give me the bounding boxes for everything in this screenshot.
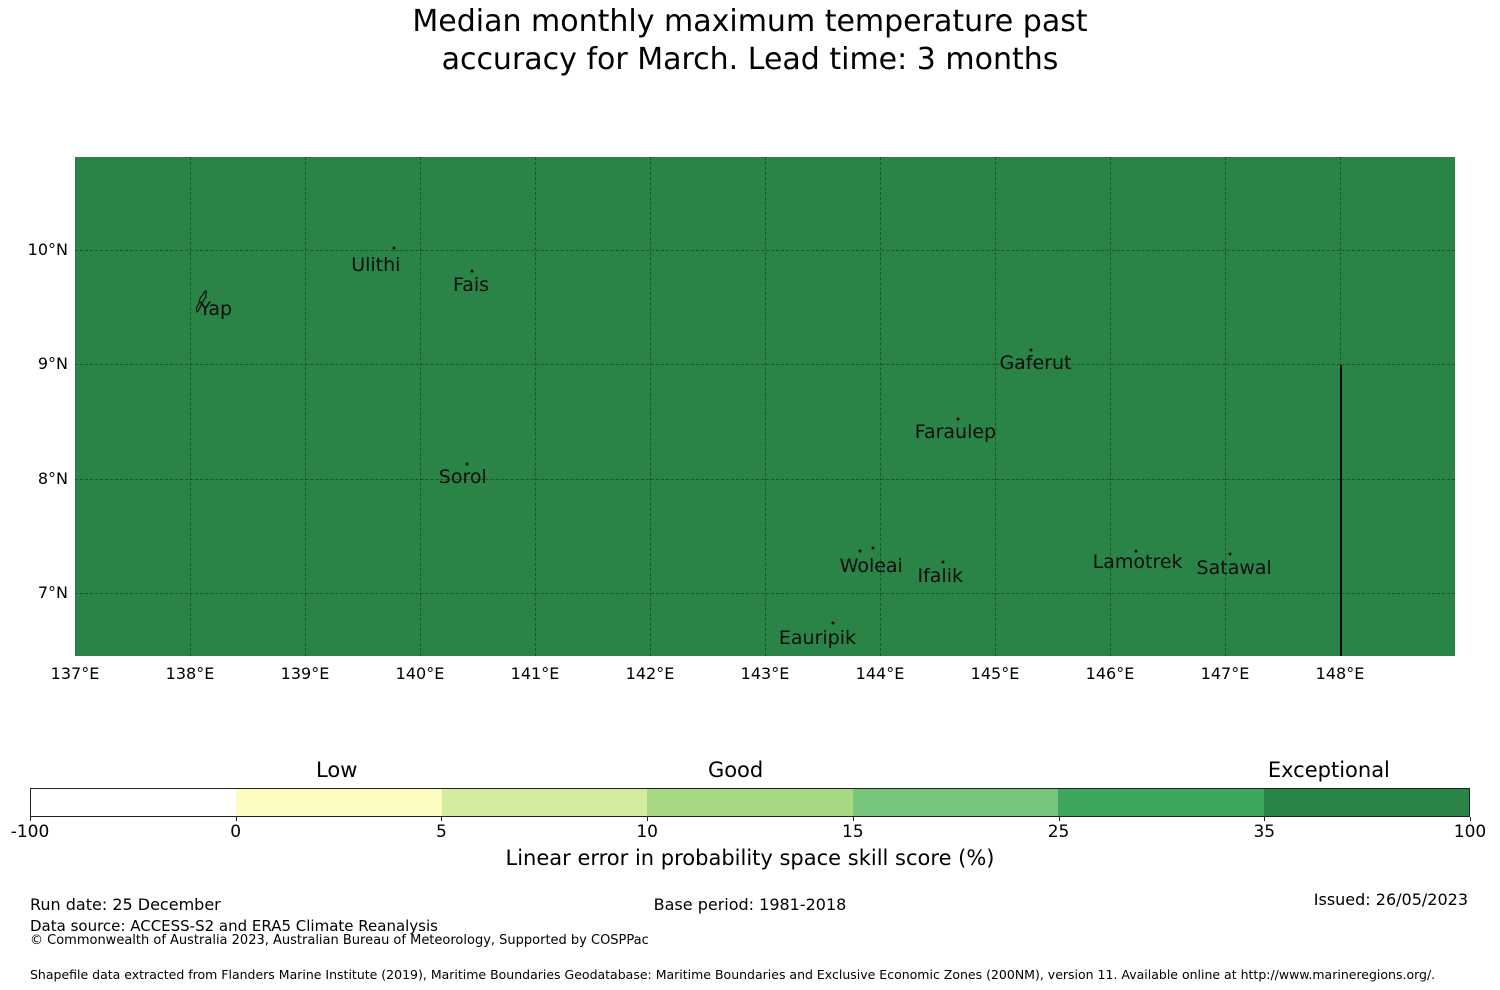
colorbar-tickmark bbox=[1264, 817, 1266, 821]
base-period-text: Base period: 1981-2018 bbox=[653, 895, 847, 914]
data-source-text: Data source: ACCESS-S2 and ERA5 Climate … bbox=[30, 917, 438, 935]
island-marker-eauripik bbox=[831, 621, 835, 625]
colorbar-tick-label: 35 bbox=[1253, 822, 1276, 842]
y-tick-label: 10°N bbox=[27, 240, 68, 259]
colorbar bbox=[30, 788, 1470, 817]
colorbar-tick-label: 5 bbox=[436, 822, 447, 842]
island-marker-woleai bbox=[871, 546, 875, 550]
x-tick-label: 139°E bbox=[280, 664, 330, 683]
title-line-1: Median monthly maximum temperature past bbox=[412, 4, 1088, 39]
gridline-vertical bbox=[995, 157, 996, 656]
run-date-text: Run date: 25 December bbox=[30, 895, 221, 914]
x-tick-label: 147°E bbox=[1200, 664, 1250, 683]
x-axis: 137°E 138°E 139°E 140°E 141°E 142°E 143°E 144°E… bbox=[51, 663, 1455, 687]
colorbar-tickmark bbox=[441, 817, 443, 821]
colorbar-label: Linear error in probability space skill … bbox=[505, 846, 995, 870]
island-label-eauripik: Eauripik bbox=[778, 627, 856, 650]
y-tick-label: 7°N bbox=[37, 583, 68, 603]
gridline-vertical bbox=[879, 157, 881, 656]
y-tick-label: 8°N bbox=[37, 469, 68, 488]
x-tick-label: 138°E bbox=[165, 664, 215, 683]
colorbar-segment-3 bbox=[647, 789, 853, 816]
colorbar-tickmark bbox=[1470, 817, 1471, 821]
gridline-vertical bbox=[1110, 157, 1111, 656]
colorbar-category-exceptional: Exceptional bbox=[1267, 758, 1390, 782]
x-tick-label: 143°E bbox=[740, 664, 790, 683]
colorbar-tick-label: 15 bbox=[842, 822, 864, 842]
colorbar-tick-label: -100 bbox=[10, 822, 50, 842]
colorbar-segment-2 bbox=[441, 789, 648, 816]
x-tick-label: 148°E bbox=[1315, 664, 1365, 683]
colorbar-segment-4 bbox=[852, 789, 1059, 816]
x-tick-label: 141°E bbox=[510, 664, 560, 683]
colorbar-tick-label: 100 bbox=[1453, 822, 1487, 842]
island-marker-lamotrek bbox=[1134, 549, 1138, 553]
colorbar-segment-1 bbox=[236, 789, 442, 816]
island-marker-satawal bbox=[1228, 552, 1232, 556]
colorbar-tickmark bbox=[235, 817, 237, 821]
gridline-horizontal bbox=[75, 250, 1455, 251]
y-axis: 10°N 9°N 8°N 7°N bbox=[0, 157, 68, 656]
island-marker-fais bbox=[470, 269, 474, 273]
x-tick-label: 144°E bbox=[855, 664, 905, 683]
gridline-vertical bbox=[1224, 157, 1226, 656]
island-marker-gaferut bbox=[1029, 348, 1033, 352]
island-shape-yap bbox=[194, 289, 212, 314]
title-line-2: accuracy for March. Lead time: 3 months bbox=[441, 42, 1059, 77]
gridline-vertical bbox=[189, 157, 191, 656]
colorbar-categories: Low Good Exceptional bbox=[30, 758, 1470, 785]
island-marker-faraulep bbox=[956, 417, 960, 421]
colorbar-category-good: Good bbox=[707, 758, 764, 782]
island-label-lamotrek: Lamotrek bbox=[1092, 551, 1183, 574]
gridline-vertical bbox=[420, 157, 421, 656]
island-label-ifalik: Ifalik bbox=[917, 565, 964, 588]
colorbar-tickmark bbox=[647, 817, 649, 821]
colorbar-ticks: -100 0 5 10 15 25 35 100 bbox=[11, 817, 1486, 847]
gridline-vertical bbox=[534, 157, 536, 656]
yap-island-outline bbox=[196, 289, 208, 313]
island-label-faraulep: Faraulep bbox=[914, 420, 997, 443]
island-label-woleai: Woleai bbox=[839, 555, 903, 578]
gridline-horizontal bbox=[75, 593, 1455, 595]
y-tick-label: 9°N bbox=[37, 354, 68, 374]
island-marker-sorol bbox=[465, 462, 469, 466]
x-tick-label: 140°E bbox=[395, 664, 445, 683]
gridline-vertical bbox=[650, 157, 651, 656]
gridline-vertical bbox=[765, 157, 766, 656]
island-marker-ulithi bbox=[392, 246, 396, 250]
x-tick-label: 146°E bbox=[1085, 664, 1135, 683]
x-tick-label: 142°E bbox=[625, 664, 675, 683]
colorbar-segment-6 bbox=[1263, 789, 1469, 816]
gridline-horizontal bbox=[75, 364, 1455, 366]
colorbar-segment-0 bbox=[31, 789, 237, 816]
island-label-gaferut: Gaferut bbox=[999, 352, 1072, 375]
copyright-text: © Commonwealth of Australia 2023, Austra… bbox=[30, 933, 649, 948]
island-label-satawal: Satawal bbox=[1196, 557, 1272, 580]
x-tick-label: 145°E bbox=[970, 664, 1020, 683]
map-area: Yap Ulithi Fais Sorol Gaferut Faraulep Woleai I… bbox=[75, 157, 1455, 656]
colorbar-tickmark bbox=[1058, 817, 1060, 821]
island-label-sorol: Sorol bbox=[438, 465, 487, 488]
colorbar-tickmark bbox=[30, 817, 31, 821]
shapefile-text: Shapefile data extracted from Flanders M… bbox=[30, 967, 1436, 982]
colorbar-category-low: Low bbox=[316, 758, 358, 782]
colorbar-tick-label: 25 bbox=[1047, 822, 1070, 842]
colorbar-tickmark bbox=[852, 817, 854, 821]
eez-boundary-line bbox=[1340, 364, 1343, 656]
island-label-fais: Fais bbox=[453, 274, 490, 297]
island-marker-ifalik bbox=[941, 560, 945, 564]
gridline-vertical bbox=[305, 157, 306, 656]
colorbar-segment-5 bbox=[1058, 789, 1264, 816]
island-label-ulithi: Ulithi bbox=[351, 253, 401, 276]
island-label-yap: Yap bbox=[199, 298, 233, 321]
island-marker-woleai bbox=[858, 549, 862, 553]
gridline-horizontal bbox=[75, 479, 1455, 480]
x-tick-label: 137°E bbox=[50, 664, 100, 683]
colorbar-tick-label: 0 bbox=[230, 822, 242, 842]
colorbar-tick-label: 10 bbox=[636, 822, 658, 842]
page-title: Median monthly maximum temperature past … bbox=[0, 3, 1500, 79]
issued-text: Issued: 26/05/2023 bbox=[1313, 890, 1468, 909]
